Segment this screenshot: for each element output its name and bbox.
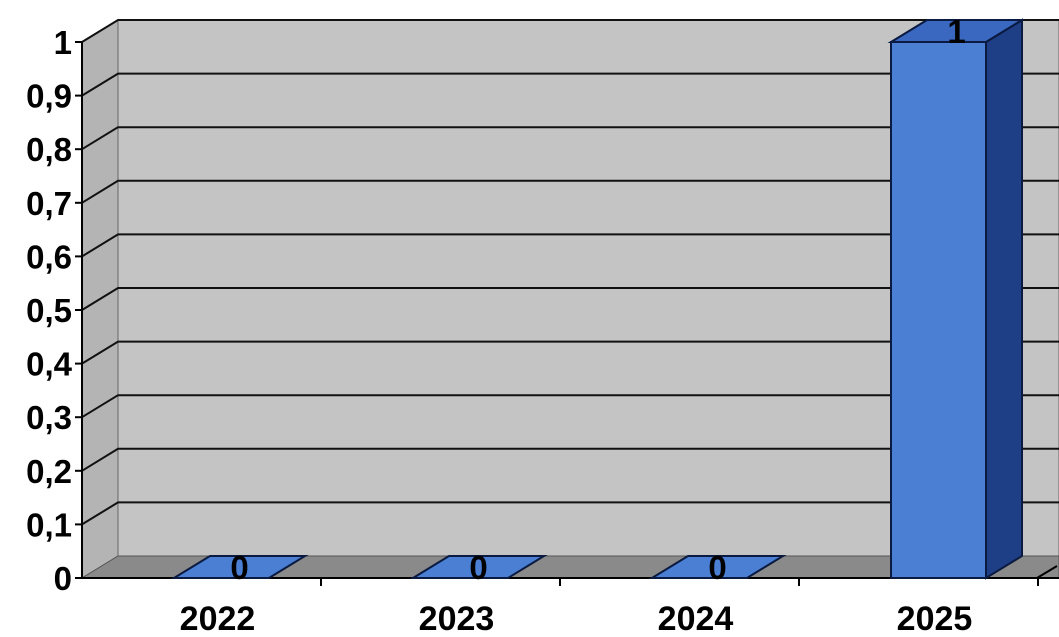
y-tick-label: 0,7 [26, 185, 72, 222]
y-tick: 0,4 [26, 346, 82, 383]
y-tick-label: 0,1 [26, 506, 72, 543]
x-tick: 2024 [658, 600, 734, 637]
data-labels: 0 0 0 1 [230, 13, 965, 586]
y-tick-label: 0,5 [26, 292, 72, 329]
bar-2025 [887, 18, 1026, 580]
bar-2024 [648, 555, 787, 579]
gridlines [81, 19, 1059, 526]
gridline [81, 501, 1059, 526]
y-tick: 0,9 [26, 78, 82, 115]
data-label-2025: 1 [947, 13, 965, 50]
x-tick-label: 2024 [658, 600, 734, 637]
y-tick-label: 1 [54, 24, 72, 61]
y-tick: 0,5 [26, 292, 82, 329]
bar-top [170, 555, 309, 579]
y-tick: 0,3 [26, 399, 82, 436]
gridline [81, 447, 1059, 472]
gridline [81, 72, 1059, 97]
y-tick-label: 0,3 [26, 399, 72, 436]
data-label-2022: 0 [230, 549, 248, 586]
y-tick: 0 [54, 560, 82, 597]
x-tick: 2022 [180, 600, 256, 637]
y-tick: 1 [54, 24, 82, 61]
gridline [81, 19, 1059, 43]
floor-edge [1036, 565, 1058, 579]
data-label-2023: 0 [469, 549, 487, 586]
bar-2022 [170, 555, 309, 579]
x-axis: 2022 2023 2024 2025 [82, 565, 1059, 637]
y-tick: 0,8 [26, 131, 82, 168]
data-label: 0 [230, 549, 248, 586]
gridline [81, 126, 1059, 151]
bar-top [887, 19, 1026, 43]
bars [170, 18, 1026, 580]
data-label: 0 [469, 549, 487, 586]
y-tick-label: 0,4 [26, 346, 73, 383]
x-tick: 2023 [419, 600, 495, 637]
y-tick: 0,2 [26, 453, 82, 490]
gridline [81, 233, 1059, 258]
y-tick-label: 0,6 [26, 238, 72, 275]
bar-side [985, 18, 1023, 580]
gridline [81, 394, 1059, 419]
y-tick-label: 0 [54, 560, 72, 597]
y-tick: 0,1 [26, 506, 82, 543]
x-tick-label: 2023 [419, 600, 495, 637]
y-tick-label: 0,9 [26, 78, 72, 115]
gridline [81, 179, 1059, 204]
y-tick: 0,6 [26, 238, 82, 275]
x-tick: 2025 [897, 600, 973, 637]
x-tick-label: 2025 [897, 600, 973, 637]
y-tick-label: 0,8 [26, 131, 72, 168]
y-tick: 0,7 [26, 185, 82, 222]
data-label: 1 [947, 13, 965, 50]
bar-front [890, 41, 987, 579]
bar-top [648, 555, 787, 579]
y-axis: 0 0,1 0,2 0,3 0,4 0,5 0,6 0,7 0,8 0,9 1 [26, 24, 83, 597]
data-label-2024: 0 [708, 549, 726, 586]
gridline [81, 287, 1059, 311]
bar-top [409, 555, 548, 579]
x-tick-label: 2022 [180, 600, 256, 637]
data-label: 0 [708, 549, 726, 586]
gridline [81, 340, 1059, 365]
bar-2023 [409, 555, 548, 579]
y-tick-label: 0,2 [26, 453, 72, 490]
